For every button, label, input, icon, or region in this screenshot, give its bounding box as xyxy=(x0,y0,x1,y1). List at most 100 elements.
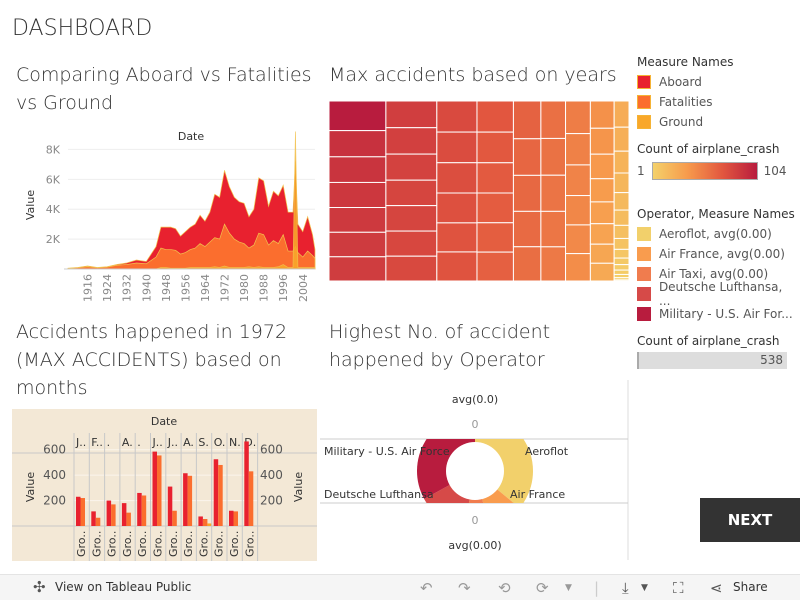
download-dropdown-icon[interactable]: ▼ xyxy=(641,583,648,593)
treemap-cell xyxy=(540,174,567,212)
count-bar: 538 xyxy=(637,352,787,369)
x-tick-label: 1980 xyxy=(238,274,251,302)
donut-hole xyxy=(446,442,504,500)
treemap-cell xyxy=(385,127,438,155)
y-tick-label-right: 400 xyxy=(260,468,283,482)
treemap-cell xyxy=(613,126,629,152)
fullscreen-icon[interactable]: ⛶ xyxy=(673,579,684,597)
swatch xyxy=(637,75,651,89)
sub-label: Gro.. xyxy=(243,531,256,557)
legend-label: Fatalities xyxy=(659,95,713,109)
share-icon[interactable]: ⋖ xyxy=(710,579,723,597)
dashboard-title: DASHBOARD xyxy=(12,16,153,41)
operator-legend-title: Operator, Measure Names xyxy=(637,207,795,221)
y-axis-title-right: Value xyxy=(292,472,305,502)
month-label: . xyxy=(107,436,111,449)
treemap-cell xyxy=(385,179,438,207)
undo-icon[interactable]: ↶ xyxy=(420,579,433,597)
sub-label: Gro.. xyxy=(197,531,210,557)
treemap-cell xyxy=(329,181,387,209)
pie-chart[interactable]: avg(0.0) 0 0 avg(0.00) Aeroflot Air France Deu… xyxy=(320,380,630,560)
measure-legend-title: Measure Names xyxy=(637,55,734,69)
bar-aboard xyxy=(137,492,142,526)
treemap-cell xyxy=(540,246,567,281)
treemap-cell xyxy=(329,207,387,233)
treemap-cell xyxy=(385,153,438,181)
x-tick-label: 1932 xyxy=(121,274,134,302)
download-icon[interactable]: ⤓ xyxy=(622,579,629,597)
treemap-cell xyxy=(329,256,387,281)
treemap-cell xyxy=(613,101,629,128)
swatch xyxy=(637,95,651,109)
treemap-cell xyxy=(476,162,514,194)
revert-icon[interactable]: ⟲ xyxy=(498,579,511,597)
operator-legend-item[interactable]: Air Taxi, avg(0.00) xyxy=(637,264,797,284)
x-tick-label: 1972 xyxy=(219,274,232,302)
treemap-cell xyxy=(436,101,478,133)
treemap-cell xyxy=(436,162,478,194)
treemap-cell xyxy=(613,279,629,281)
treemap-cell xyxy=(476,101,514,133)
tableau-logo-icon: ✣ xyxy=(33,578,46,596)
x-tick-label: 1940 xyxy=(140,274,153,302)
y-tick-label: 400 xyxy=(43,468,66,482)
sub-label: Gro.. xyxy=(152,531,165,557)
count2-legend-title: Count of airplane_crash xyxy=(637,334,780,348)
top-tick: 0 xyxy=(472,418,479,431)
refresh-icon[interactable]: ⟳ xyxy=(536,579,549,597)
area-chart[interactable]: Date Value 2K 4K 6K 8K 1916 1924 1932 1940 1948 195… xyxy=(10,125,320,315)
treemap-cell xyxy=(589,201,615,225)
legend-item-ground[interactable]: Ground xyxy=(637,112,797,132)
bar-fatalities xyxy=(111,504,116,526)
treemap-chart[interactable] xyxy=(329,101,629,281)
slice-label: Air France xyxy=(510,488,565,501)
treemap-cell xyxy=(329,156,387,183)
treemap-cell xyxy=(613,209,629,226)
legend-item-fatalities[interactable]: Fatalities xyxy=(637,92,797,112)
treemap-cell xyxy=(329,101,387,132)
sub-label: Gro.. xyxy=(90,531,103,557)
bar-fatalities xyxy=(248,471,254,526)
treemap-cell xyxy=(613,224,629,239)
swatch xyxy=(637,247,651,261)
treemap-cell xyxy=(512,210,542,248)
swatch xyxy=(637,115,651,129)
bar-fatalities xyxy=(80,498,85,526)
legend-item-aboard[interactable]: Aboard xyxy=(637,72,797,92)
footer-toolbar: ✣ View on Tableau Public ↶ ↷ ⟲ ⟳ ▼ | ⤓ ▼… xyxy=(0,574,800,600)
bar-fatalities xyxy=(172,510,177,526)
view-on-tableau-link[interactable]: View on Tableau Public xyxy=(55,580,192,594)
next-button[interactable]: NEXT xyxy=(700,498,800,542)
redo-icon[interactable]: ↷ xyxy=(458,579,471,597)
month-label: N. xyxy=(229,436,241,449)
sub-label: Gro.. xyxy=(106,531,119,557)
y-tick-label: 8K xyxy=(46,143,61,156)
bar-aboard xyxy=(121,503,127,526)
color-gradient-bar xyxy=(651,162,758,180)
operator-legend-item[interactable]: Aeroflot, avg(0.00) xyxy=(637,224,797,244)
legend-label: Deutsche Lufthansa, ... xyxy=(658,280,783,308)
operator-legend-item[interactable]: Deutsche Lufthansa, ... xyxy=(637,280,797,308)
top-label: avg(0.0) xyxy=(452,393,498,406)
treemap-cell xyxy=(589,101,615,129)
treemap-cell xyxy=(385,205,438,232)
bar-chart[interactable]: Date 200 200 400 400 600 600 Value Value J.. Gro..… xyxy=(12,409,317,561)
sub-label: Gro.. xyxy=(228,531,241,557)
bar-fatalities xyxy=(157,455,162,526)
x-tick-label: 1956 xyxy=(179,274,192,302)
share-button[interactable]: Share xyxy=(733,580,768,594)
treemap-cell xyxy=(512,138,542,176)
y-tick-label: 4K xyxy=(46,203,61,216)
y-tick-label: 6K xyxy=(46,173,61,186)
x-tick-label: 1916 xyxy=(82,274,95,302)
operator-legend-item[interactable]: Air France, avg(0.00) xyxy=(637,244,797,264)
treemap-cell xyxy=(565,101,591,135)
treemap-cell xyxy=(385,230,438,257)
bar-chart-title: Accidents happened in 1972 (MAX ACCIDENT… xyxy=(16,321,288,399)
operator-legend-item[interactable]: Military - U.S. Air For... xyxy=(637,304,797,324)
bottom-tick: 0 xyxy=(472,514,479,527)
month-label: J.. xyxy=(75,436,86,449)
y-tick-label: 200 xyxy=(43,494,66,508)
bar-aboard xyxy=(106,500,112,526)
refresh-dropdown-icon[interactable]: ▼ xyxy=(565,583,572,593)
